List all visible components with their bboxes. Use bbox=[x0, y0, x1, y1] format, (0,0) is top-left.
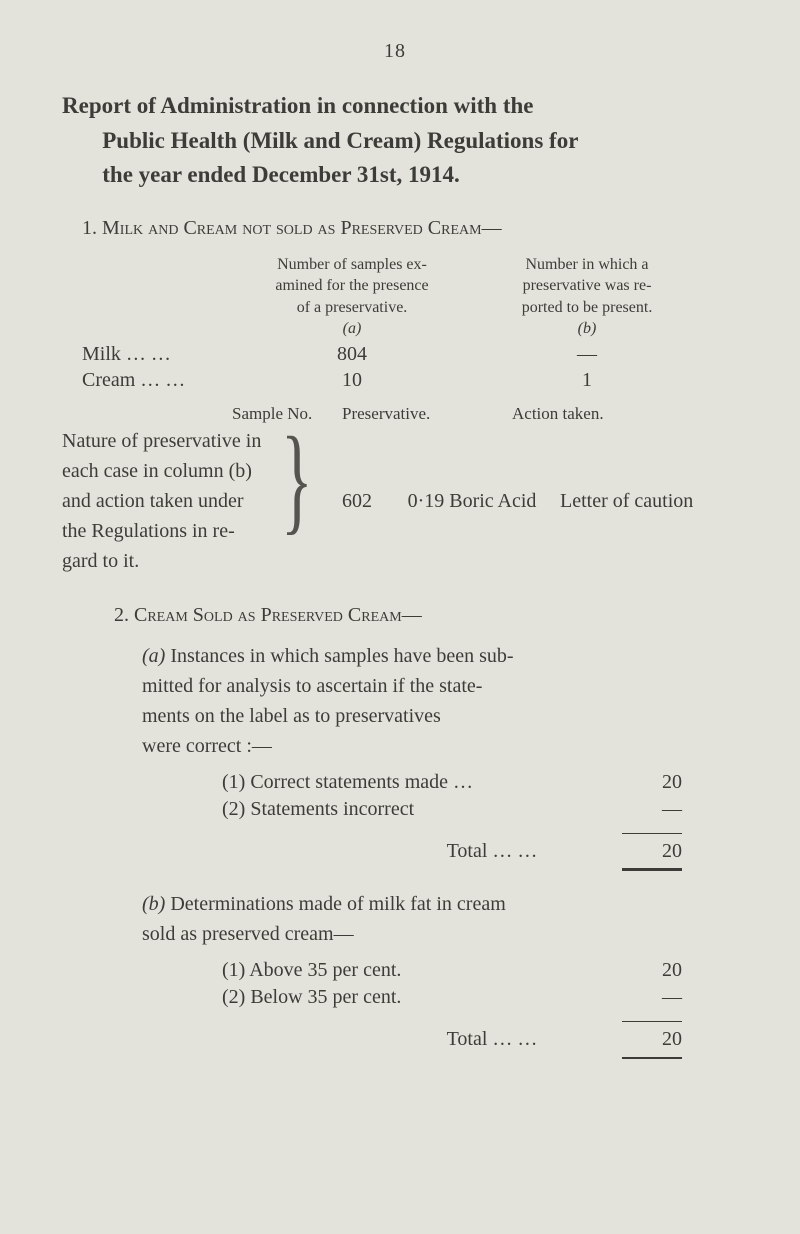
sub-a-line-2: mitted for analysis to ascertain if the … bbox=[142, 675, 482, 697]
sub-b-line-1: Determinations made of milk fat in cream bbox=[170, 893, 505, 915]
subsection-a: (a) Instances in which samples have been… bbox=[142, 641, 728, 761]
row-milk-a: 804 bbox=[232, 343, 472, 366]
col-a-letter: (a) bbox=[343, 320, 362, 337]
sub-a-line-4: were correct :— bbox=[142, 735, 272, 757]
title-line-1: Report of Administration in connection w… bbox=[62, 93, 534, 118]
title-line-2: Public Health (Milk and Cream) Regulatio… bbox=[102, 128, 578, 153]
a-total-val: 20 bbox=[622, 833, 682, 863]
table-row: Milk … … 804 — bbox=[82, 343, 728, 366]
nature-text: Nature of preservative in each case in c… bbox=[62, 426, 322, 576]
list-item: (2) Statements incorrect — bbox=[222, 798, 728, 821]
a-item-1-text: (1) Correct statements made … bbox=[222, 771, 622, 794]
nature-preservative: 0·19 Boric Acid bbox=[392, 486, 552, 516]
b-item-2-val: — bbox=[622, 986, 682, 1009]
b-total-label: Total … … bbox=[222, 1028, 622, 1051]
b-item-2-text: (2) Below 35 per cent. bbox=[222, 986, 622, 1009]
a-total-label: Total … … bbox=[222, 840, 622, 863]
title-indent-2 bbox=[62, 162, 102, 187]
a-item-2-text: (2) Statements incorrect bbox=[222, 798, 622, 821]
sub-b-label: (b) bbox=[142, 893, 165, 915]
col-b-header: Number in which a preservative was re- p… bbox=[472, 254, 702, 340]
total-row-b: Total … … 20 bbox=[222, 1017, 728, 1051]
sub-b-line-2: sold as preserved cream— bbox=[142, 923, 354, 945]
total-row-a: Total … … 20 bbox=[222, 829, 728, 863]
nature-action: Letter of caution bbox=[552, 486, 728, 516]
nature-sample-no: 602 bbox=[322, 486, 392, 516]
a-item-2-val: — bbox=[622, 798, 682, 821]
b-total-val: 20 bbox=[622, 1021, 682, 1051]
row-cream-a: 10 bbox=[232, 369, 472, 392]
nature-line-3: and action taken under bbox=[62, 490, 244, 512]
sample-act-header: Action taken. bbox=[512, 404, 682, 424]
table-row: Cream … … 10 1 bbox=[82, 369, 728, 392]
column-headers: Number of samples ex- amined for the pre… bbox=[232, 254, 728, 340]
section1-heading: 1. Milk and Cream not sold as Preserved … bbox=[82, 217, 728, 240]
sub-a-line-1: Instances in which samples have been sub… bbox=[170, 645, 513, 667]
row-cream-b: 1 bbox=[472, 369, 702, 392]
title-line-3: the year ended December 31st, 1914. bbox=[102, 162, 460, 187]
row-label-milk: Milk … … bbox=[82, 343, 232, 366]
col-a-text: Number of samples ex- amined for the pre… bbox=[275, 256, 428, 316]
section2-heading: 2. Cream Sold as Preserved Cream— bbox=[114, 604, 728, 627]
row-label-cream: Cream … … bbox=[82, 369, 232, 392]
col-a-header: Number of samples ex- amined for the pre… bbox=[232, 254, 472, 340]
subsection-b: (b) Determinations made of milk fat in c… bbox=[142, 889, 728, 949]
nature-line-1: Nature of preservative in bbox=[62, 430, 261, 452]
b-item-1-val: 20 bbox=[622, 959, 682, 982]
col-b-text: Number in which a preservative was re- p… bbox=[522, 256, 653, 316]
nature-block: Nature of preservative in each case in c… bbox=[62, 426, 728, 576]
sub-a-line-3: ments on the label as to preservatives bbox=[142, 705, 441, 727]
nature-line-2: each case in column (b) bbox=[62, 460, 252, 482]
report-title: Report of Administration in connection w… bbox=[62, 89, 728, 193]
page: 18 Report of Administration in connectio… bbox=[0, 0, 800, 1095]
a-item-1-val: 20 bbox=[622, 771, 682, 794]
list-item: (1) Correct statements made … 20 bbox=[222, 771, 728, 794]
sub-a-label: (a) bbox=[142, 645, 165, 667]
nature-line-5: gard to it. bbox=[62, 550, 139, 572]
nature-data: 602 0·19 Boric Acid Letter of caution bbox=[322, 426, 728, 576]
sample-pres-header: Preservative. bbox=[342, 404, 512, 424]
page-number: 18 bbox=[62, 40, 728, 63]
title-indent bbox=[62, 128, 102, 153]
brace-icon: } bbox=[281, 422, 313, 536]
list-item: (1) Above 35 per cent. 20 bbox=[222, 959, 728, 982]
list-item: (2) Below 35 per cent. — bbox=[222, 986, 728, 1009]
col-b-letter: (b) bbox=[578, 320, 597, 337]
row-milk-b: — bbox=[472, 343, 702, 366]
nature-line-4: the Regulations in re- bbox=[62, 520, 235, 542]
b-item-1-text: (1) Above 35 per cent. bbox=[222, 959, 622, 982]
